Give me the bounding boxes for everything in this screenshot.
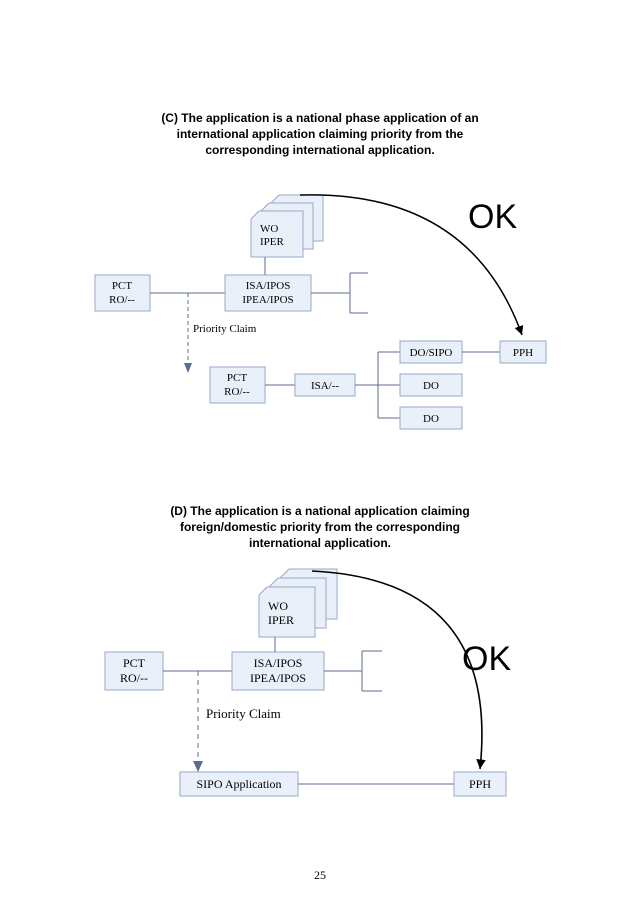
d-title-3: international application. <box>249 536 391 550</box>
pct2-text-c: PCT <box>227 372 247 384</box>
section-d-title: (D) The application is a national applic… <box>0 503 640 552</box>
c-title-2: international application claiming prior… <box>177 127 464 141</box>
sipo-text-d: SIPO Application <box>196 777 281 791</box>
bracket-d <box>324 651 382 691</box>
ipeaipos-text-c: IPEA/IPOS <box>242 294 293 306</box>
ro-text-c: RO/-- <box>109 294 135 306</box>
c-title-3: corresponding international application. <box>205 143 434 157</box>
pph-text-d: PPH <box>469 777 491 791</box>
priority-text-d: Priority Claim <box>206 706 281 721</box>
ro2-text-c: RO/-- <box>224 386 250 398</box>
wo-text-c: WO <box>260 223 278 235</box>
d-title-2: foreign/domestic priority from the corre… <box>180 520 460 534</box>
section-c-title: (C) The application is a national phase … <box>0 110 640 159</box>
ro-text-d: RO/-- <box>120 671 148 685</box>
iper-text-d: IPER <box>268 613 294 627</box>
isa2-text-c: ISA/-- <box>311 380 339 392</box>
page-number: 25 <box>0 868 640 883</box>
priority-arrow-head-d <box>193 761 203 772</box>
page: (C) The application is a national phase … <box>0 0 640 906</box>
isaipos-text-d: ISA/IPOS <box>254 656 303 670</box>
isaipos-text-c: ISA/IPOS <box>246 280 291 292</box>
pph-text-c: PPH <box>513 347 533 359</box>
wo-iper-stack-c: WO IPER <box>251 195 323 257</box>
diagram-c: WO IPER PCT RO/-- ISA/IPOS IPEA/IPOS Pri… <box>0 170 640 450</box>
pct-text-d: PCT <box>123 656 146 670</box>
do-bracket-c <box>355 352 400 418</box>
diagram-d: WO IPER PCT RO/-- ISA/IPOS IPEA/IPOS Pri… <box>0 555 640 835</box>
priority-arrow-head-c <box>184 363 192 373</box>
priority-text-c: Priority Claim <box>193 323 257 335</box>
do2-text-c: DO <box>423 413 439 425</box>
pct-text-c: PCT <box>112 280 132 292</box>
iper-text-c: IPER <box>260 236 285 248</box>
do1-text-c: DO <box>423 380 439 392</box>
dosipo-text-c: DO/SIPO <box>410 347 453 359</box>
ok-arrow-c <box>300 195 522 335</box>
ipeaipos-text-d: IPEA/IPOS <box>250 671 306 685</box>
wo-iper-stack-d: WO IPER <box>259 569 337 637</box>
wo-text-d: WO <box>268 599 288 613</box>
c-title-1: (C) The application is a national phase … <box>161 111 478 125</box>
d-title-1: (D) The application is a national applic… <box>170 504 469 518</box>
bracket-c <box>311 273 368 313</box>
